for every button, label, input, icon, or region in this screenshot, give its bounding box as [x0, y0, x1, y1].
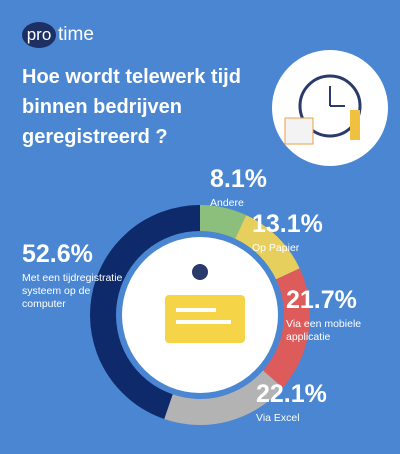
category-label: Op Papier — [252, 242, 300, 254]
chart-title: Hoe wordt telewerk tijd binnen bedrijven… — [22, 66, 241, 148]
speech-bubble — [165, 295, 245, 343]
value-label: 52.6% — [22, 240, 93, 268]
bubble-line — [176, 308, 216, 312]
logo: pro time — [22, 22, 94, 48]
value-label: 8.1% — [210, 165, 267, 193]
category-label: Via Excel — [256, 412, 300, 424]
person — [192, 264, 208, 280]
donut-slice — [235, 215, 300, 280]
calendar — [284, 117, 314, 145]
person — [350, 110, 360, 140]
bubble-line — [176, 320, 231, 324]
logo-badge: pro — [22, 22, 56, 48]
value-label: 13.1% — [252, 210, 323, 238]
logo-name: time — [58, 24, 94, 45]
donut-slice — [89, 205, 200, 420]
donut-slice — [200, 205, 247, 239]
donut-slice — [164, 370, 283, 425]
category-label: Andere — [210, 197, 244, 209]
category-label: Met een tijdregistratie systeem op de co… — [22, 272, 123, 310]
donut-slice — [263, 268, 310, 388]
category-label: Via een mobiele applicatie — [286, 318, 362, 343]
value-label: 21.7% — [286, 286, 357, 314]
value-label: 22.1% — [256, 380, 327, 408]
